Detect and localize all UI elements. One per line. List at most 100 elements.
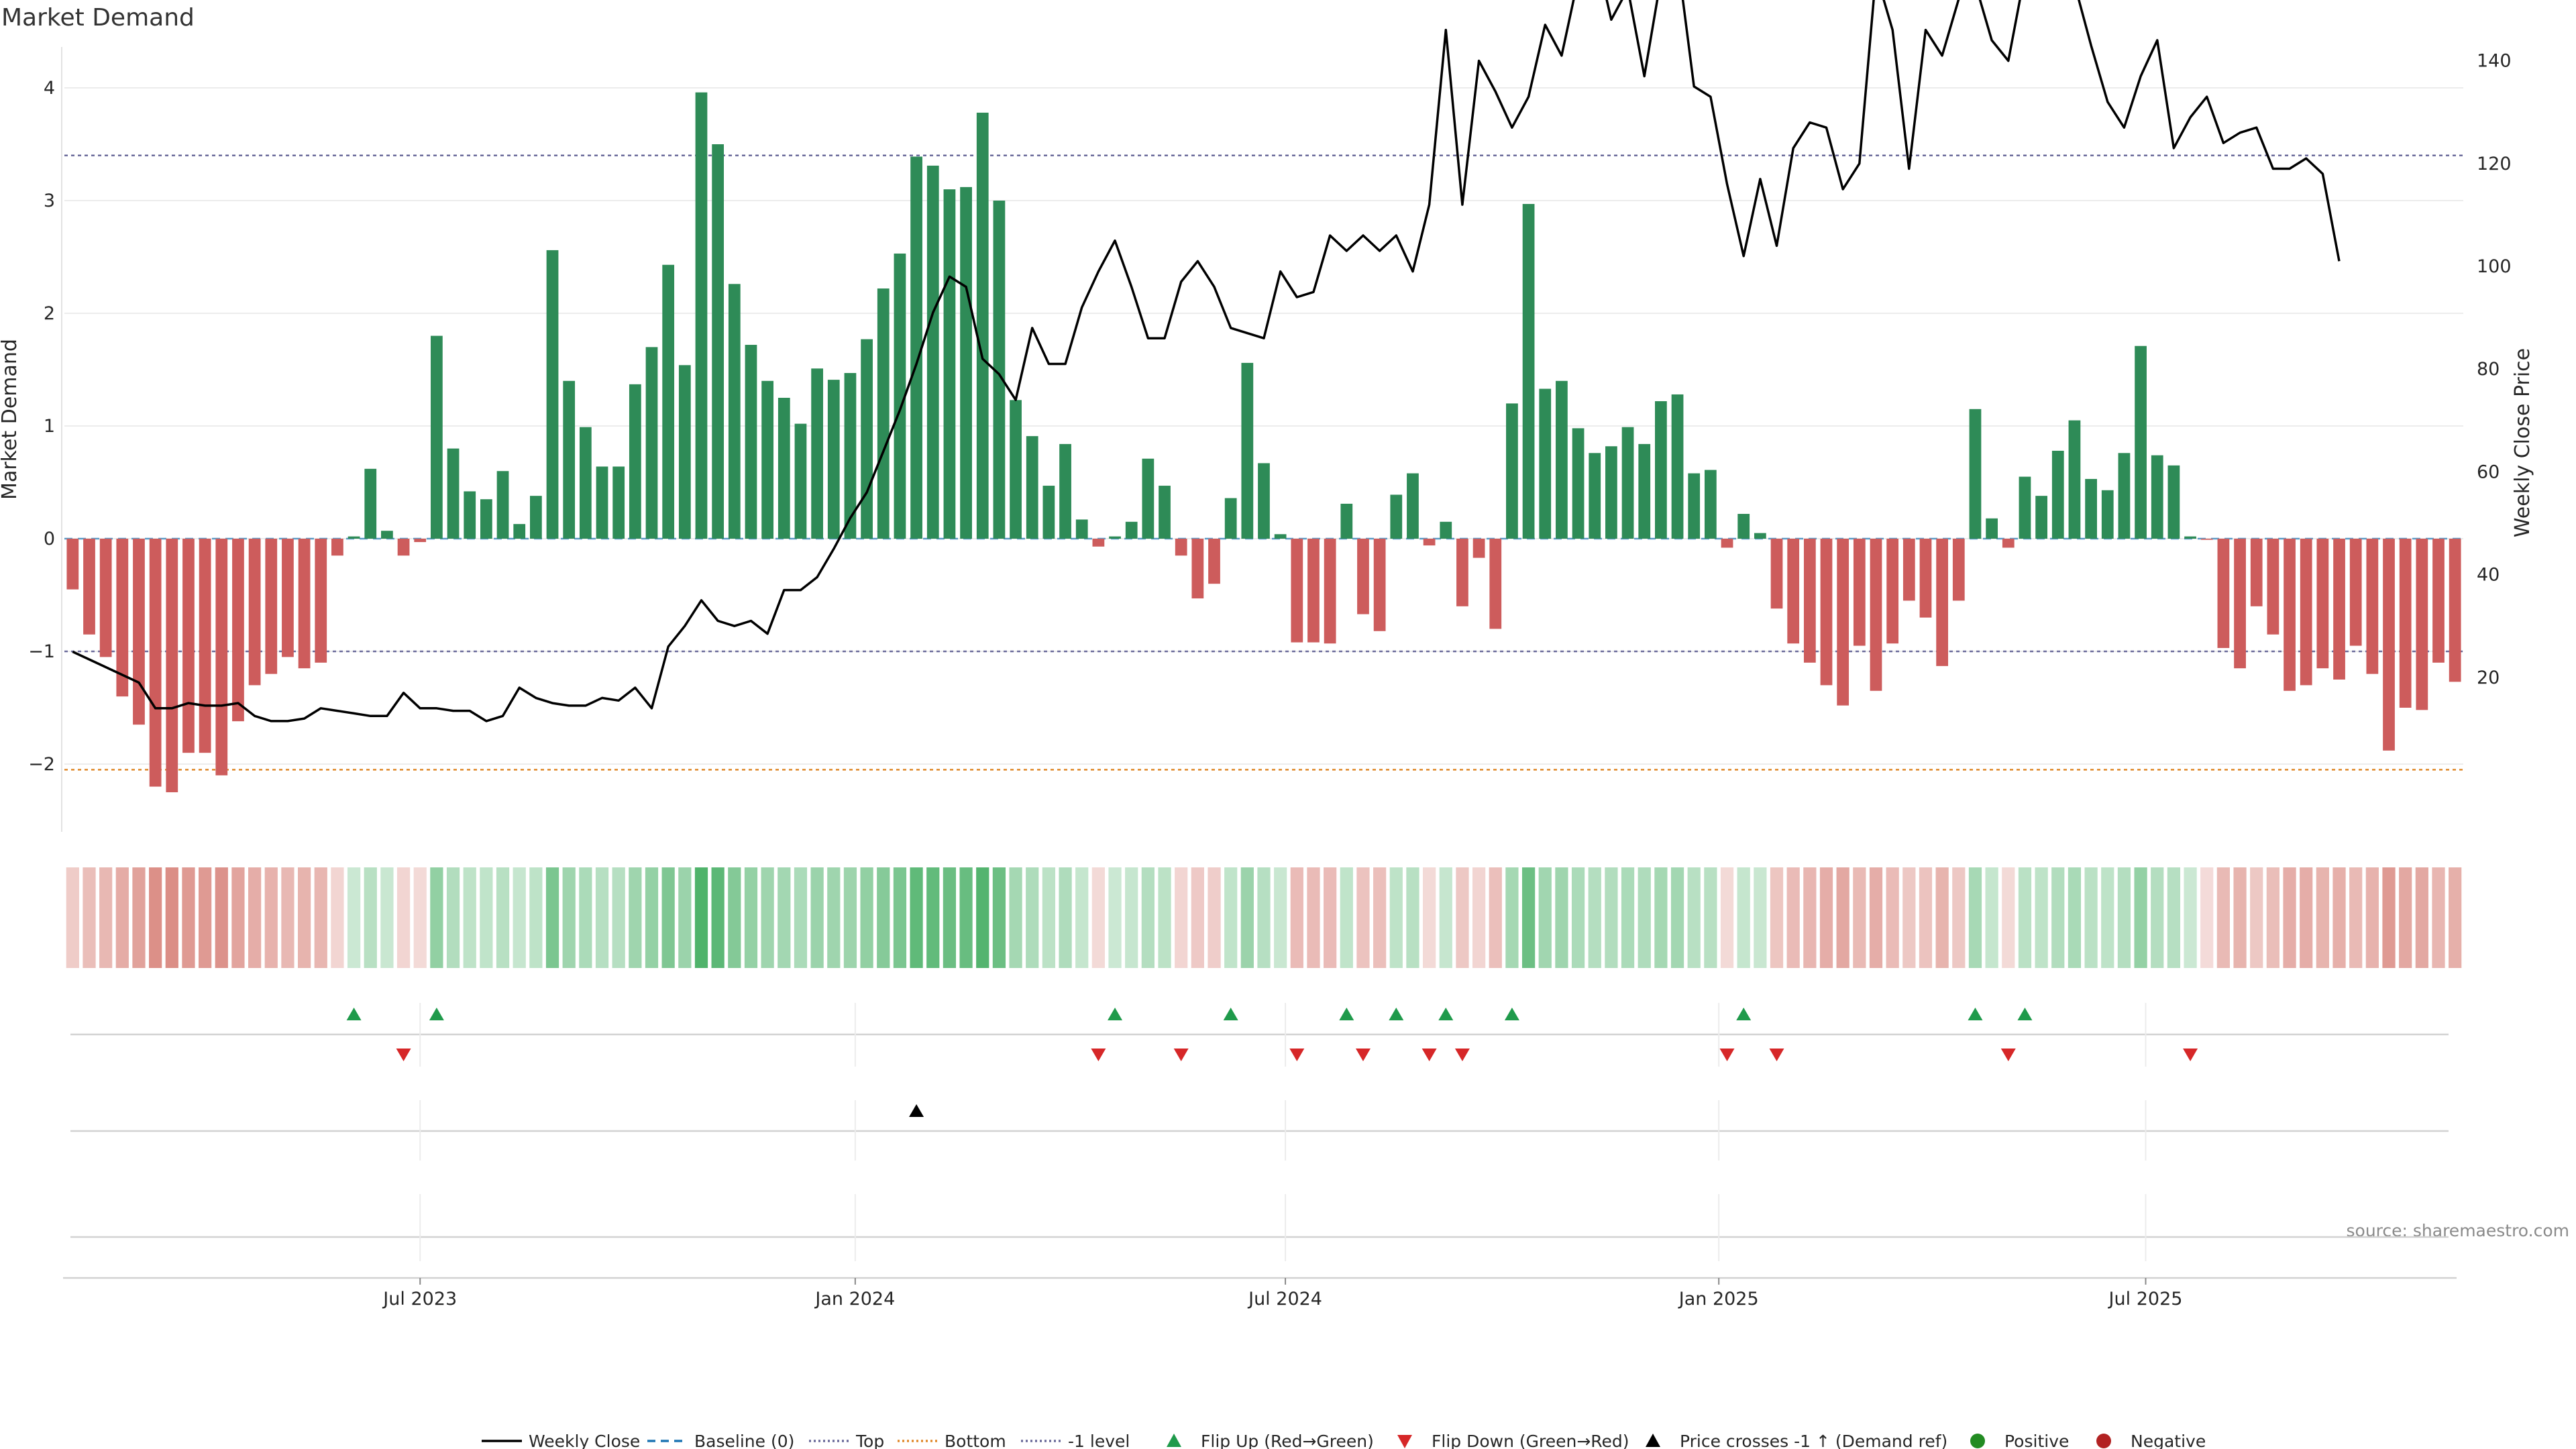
y-left-tick-label: 1 (44, 416, 55, 437)
color-strip-cell (2151, 867, 2164, 968)
flip-down-marker (2183, 1049, 2198, 1061)
color-strip-cell (827, 867, 841, 968)
color-strip-cell (2349, 867, 2363, 968)
demand-bar-negative (282, 539, 294, 657)
demand-bar-negative (248, 539, 261, 686)
demand-bar-negative (2333, 539, 2345, 680)
legend-label: -1 level (1068, 1432, 1130, 1449)
flip-down-marker (396, 1049, 411, 1061)
flip-up-marker (1223, 1008, 1238, 1020)
color-strip-cell (1737, 867, 1750, 968)
demand-bar-negative (1423, 539, 1436, 546)
color-strip-cell (2316, 867, 2329, 968)
color-strip-cell (843, 867, 857, 968)
y-right-tick-label: 40 (2477, 565, 2500, 586)
color-strip-cell (1985, 867, 1998, 968)
demand-bar-positive (447, 448, 460, 539)
color-strip-cell (860, 867, 873, 968)
demand-bar-positive (811, 368, 824, 539)
color-strip-cell (1869, 867, 1883, 968)
color-strip-cell (744, 867, 758, 968)
color-strip-cell (331, 867, 344, 968)
demand-bar-negative (1489, 539, 1502, 629)
color-strip-cell (1042, 867, 1056, 968)
demand-bar-positive (1407, 473, 1419, 539)
legend-label: Top (855, 1432, 884, 1449)
color-strip-cell (761, 867, 774, 968)
demand-bar-positive (1142, 458, 1155, 539)
color-strip-cell (281, 867, 294, 968)
demand-bar-positive (496, 471, 509, 539)
color-strip-cell (943, 867, 957, 968)
color-strip-cell (1125, 867, 1138, 968)
demand-bar-positive (1671, 394, 1684, 539)
color-strip-cell (2233, 867, 2247, 968)
color-strip-cell (496, 867, 510, 968)
color-strip-cell (1836, 867, 1849, 968)
color-strip-cell (231, 867, 245, 968)
demand-bar-negative (2383, 539, 2395, 751)
color-strip-cell (1141, 867, 1155, 968)
color-strip-cell (992, 867, 1006, 968)
demand-bar-negative (1902, 539, 1915, 601)
color-strip-cell (1654, 867, 1668, 968)
color-strip-cell (314, 867, 327, 968)
demand-bar-positive (1589, 453, 1601, 539)
flip-down-marker (1173, 1049, 1189, 1061)
color-strip-cell (2184, 867, 2197, 968)
color-strip-cell (215, 867, 228, 968)
color-strip-cell (1290, 867, 1303, 968)
demand-bar-negative (1853, 539, 1866, 646)
color-strip-cell (629, 867, 642, 968)
color-strip-cell (2415, 867, 2428, 968)
demand-bar-negative (1191, 539, 1204, 599)
color-strip-cell (1505, 867, 1519, 968)
demand-bar-positive (993, 201, 1006, 539)
demand-bar-positive (827, 380, 840, 539)
reference-lines (64, 154, 2463, 771)
demand-bar-positive (464, 491, 476, 539)
color-strip-cell (2250, 867, 2263, 968)
demand-bar-negative (1472, 539, 1485, 558)
color-strip-cell (976, 867, 989, 968)
legend-dot-swatch (1970, 1434, 1985, 1448)
chart-title: Market Demand (1, 4, 195, 32)
price-cross-marker (909, 1104, 924, 1117)
color-strip-cell (165, 867, 178, 968)
legend-label: Positive (2004, 1432, 2069, 1449)
demand-bar-positive (894, 253, 906, 539)
legend-item: Weekly Close (482, 1432, 640, 1449)
demand-bar-negative (2250, 539, 2263, 606)
color-strip-cell (1605, 867, 1618, 968)
legend-label: Flip Down (Green→Red) (1432, 1432, 1629, 1449)
demand-bar-positive (2085, 478, 2097, 539)
legend-item: Price crosses -1 ↑ (Demand ref) (1646, 1432, 1947, 1449)
demand-bar-positive (910, 156, 922, 539)
flip-up-marker (346, 1008, 362, 1020)
demand-bar-negative (2284, 539, 2296, 691)
legend-label: Baseline (0) (694, 1432, 794, 1449)
color-strip-cell (1786, 867, 1800, 968)
demand-bar-negative (2349, 539, 2362, 646)
demand-bar-positive (1506, 403, 1518, 539)
legend-item: Negative (2096, 1432, 2206, 1449)
color-strip-cell (1670, 867, 1684, 968)
color-strip-cell (2167, 867, 2181, 968)
demand-bar-positive (1688, 473, 1701, 539)
legend-item: -1 level (1021, 1432, 1130, 1449)
color-strip-cell (2216, 867, 2231, 968)
demand-bar-positive (1986, 518, 1998, 539)
signal-panels (63, 1003, 2457, 1279)
color-strip-cell (645, 867, 659, 968)
demand-bar-negative (133, 539, 145, 725)
flip-down-marker (2000, 1049, 2016, 1061)
demand-bar-positive (1059, 443, 1071, 539)
color-strip-cell (1935, 867, 1949, 968)
color-strip-cell (877, 867, 890, 968)
flip-up-marker (1736, 1008, 1752, 1020)
demand-bar-negative (2267, 539, 2279, 635)
demand-bar-positive (976, 112, 989, 539)
demand-bar-positive (926, 165, 939, 539)
flip-up-marker (1339, 1008, 1354, 1020)
demand-bar-positive (1258, 463, 1270, 539)
